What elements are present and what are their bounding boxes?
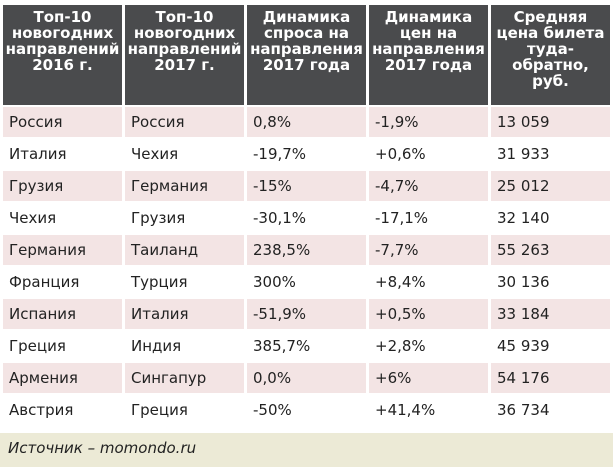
table-cell: 13 059 <box>491 107 610 137</box>
table-cell: Армения <box>3 363 122 393</box>
table-row: Австрия Греция -50% +41,4% 36 734 <box>3 395 610 425</box>
source-note: Источник – momondo.ru <box>0 433 613 467</box>
table-cell: Франция <box>3 267 122 297</box>
table-cell: Грузия <box>3 171 122 201</box>
table-cell: Греция <box>125 395 244 425</box>
table-cell: Сингапур <box>125 363 244 393</box>
column-header: Динамика цен на направления 2017 года <box>369 5 488 105</box>
table-cell: Чехия <box>3 203 122 233</box>
table-cell: Таиланд <box>125 235 244 265</box>
table-cell: Греция <box>3 331 122 361</box>
table-cell: 32 140 <box>491 203 610 233</box>
table-cell: Россия <box>125 107 244 137</box>
table-cell: +6% <box>369 363 488 393</box>
table-cell: Германия <box>3 235 122 265</box>
table-cell: 45 939 <box>491 331 610 361</box>
table-cell: 55 263 <box>491 235 610 265</box>
table-row: Россия Россия 0,8% -1,9% 13 059 <box>3 107 610 137</box>
table-cell: +2,8% <box>369 331 488 361</box>
table-cell: 33 184 <box>491 299 610 329</box>
table-cell: 54 176 <box>491 363 610 393</box>
column-header: Топ-10 новогодних направлений 2016 г. <box>3 5 122 105</box>
column-header: Средняя цена билета туда-обратно, руб. <box>491 5 610 105</box>
column-header: Динамика спроса на направления 2017 года <box>247 5 366 105</box>
table-cell: Чехия <box>125 139 244 169</box>
table-cell: 0,8% <box>247 107 366 137</box>
table-cell: Испания <box>3 299 122 329</box>
table-cell: +0,6% <box>369 139 488 169</box>
table-cell: -30,1% <box>247 203 366 233</box>
table-cell: 0,0% <box>247 363 366 393</box>
column-header: Топ-10 новогодних направлений 2017 г. <box>125 5 244 105</box>
table-cell: -17,1% <box>369 203 488 233</box>
table-cell: 25 012 <box>491 171 610 201</box>
table-cell: Россия <box>3 107 122 137</box>
table-row: Греция Индия 385,7% +2,8% 45 939 <box>3 331 610 361</box>
table-cell: 238,5% <box>247 235 366 265</box>
table-cell: Индия <box>125 331 244 361</box>
table-row: Германия Таиланд 238,5% -7,7% 55 263 <box>3 235 610 265</box>
table-cell: 300% <box>247 267 366 297</box>
table-row: Франция Турция 300% +8,4% 30 136 <box>3 267 610 297</box>
table-cell: 30 136 <box>491 267 610 297</box>
table-row: Испания Италия -51,9% +0,5% 33 184 <box>3 299 610 329</box>
table-cell: +41,4% <box>369 395 488 425</box>
table-cell: +0,5% <box>369 299 488 329</box>
table-row: Чехия Грузия -30,1% -17,1% 32 140 <box>3 203 610 233</box>
table-cell: -19,7% <box>247 139 366 169</box>
table-cell: Турция <box>125 267 244 297</box>
table-cell: Италия <box>125 299 244 329</box>
table-cell: Германия <box>125 171 244 201</box>
table-cell: -50% <box>247 395 366 425</box>
table-cell: Италия <box>3 139 122 169</box>
table-cell: -15% <box>247 171 366 201</box>
table-cell: -7,7% <box>369 235 488 265</box>
table-cell: +8,4% <box>369 267 488 297</box>
table-cell: Австрия <box>3 395 122 425</box>
table-row: Италия Чехия -19,7% +0,6% 31 933 <box>3 139 610 169</box>
destinations-table: Топ-10 новогодних направлений 2016 г. Топ… <box>0 3 613 427</box>
table-cell: -1,9% <box>369 107 488 137</box>
table-cell: -4,7% <box>369 171 488 201</box>
table-row: Армения Сингапур 0,0% +6% 54 176 <box>3 363 610 393</box>
table-cell: -51,9% <box>247 299 366 329</box>
header-row: Топ-10 новогодних направлений 2016 г. Топ… <box>3 5 610 105</box>
table-row: Грузия Германия -15% -4,7% 25 012 <box>3 171 610 201</box>
table-cell: 31 933 <box>491 139 610 169</box>
table-cell: 385,7% <box>247 331 366 361</box>
table-cell: 36 734 <box>491 395 610 425</box>
table-cell: Грузия <box>125 203 244 233</box>
